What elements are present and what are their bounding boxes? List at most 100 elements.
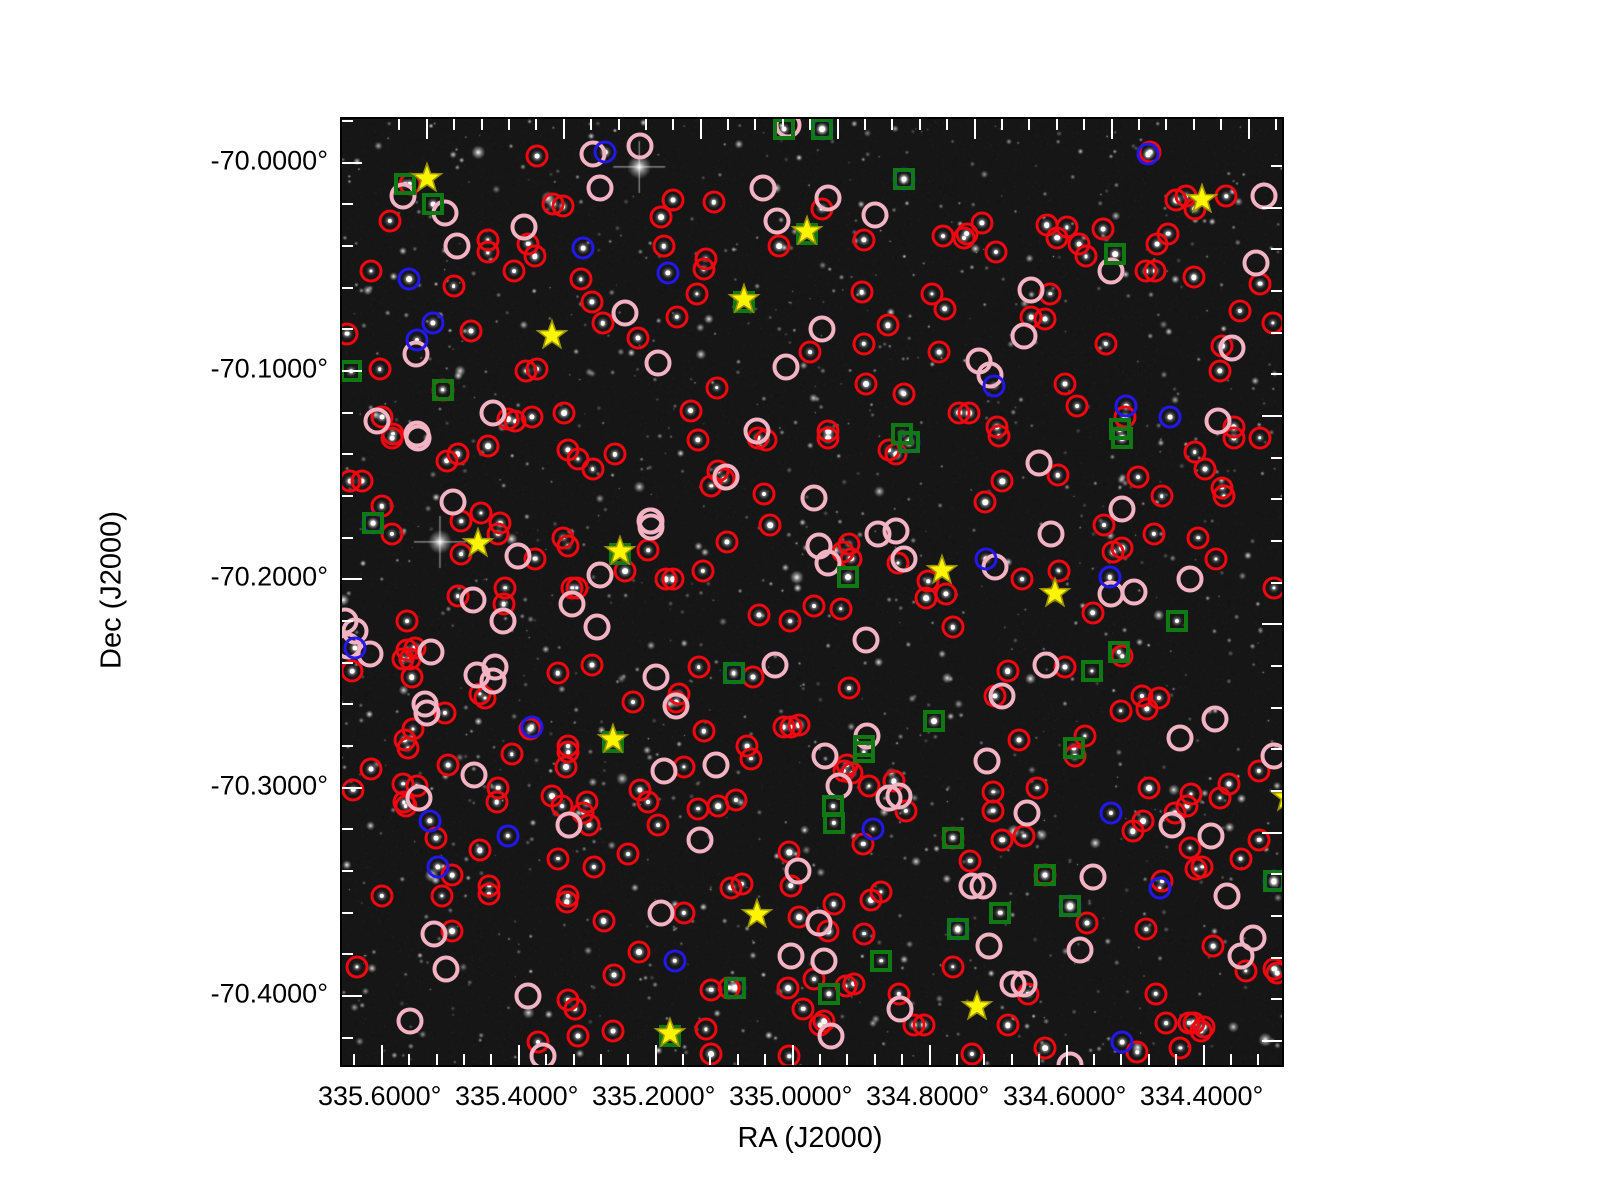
red-circle-source-marker (477, 882, 501, 906)
red-circle-source-marker (1144, 982, 1168, 1006)
pink-circle-source-marker (529, 1042, 557, 1065)
pink-circle-source-marker (763, 207, 791, 235)
axis-tick (891, 119, 894, 130)
axis-tick (1220, 119, 1223, 130)
y-tick-label: -70.0000° (210, 145, 328, 176)
red-circle-source-marker (368, 357, 392, 381)
yellow-star-marker (596, 722, 630, 761)
red-circle-source-marker (580, 653, 604, 677)
blue-circle-source-marker (418, 809, 442, 833)
pink-circle-source-marker (637, 513, 665, 541)
axis-tick (1247, 119, 1250, 139)
pink-circle-source-marker (432, 955, 460, 983)
blue-circle-source-marker (343, 636, 367, 660)
axis-ticks-layer (342, 119, 1282, 1065)
pink-circle-source-marker (1017, 276, 1045, 304)
red-circle-source-marker (1229, 847, 1253, 871)
axis-tick (342, 203, 353, 206)
source-dot (879, 958, 883, 963)
axis-tick (1262, 1040, 1282, 1043)
green-square-source-marker (837, 566, 860, 589)
red-circle-source-marker (520, 405, 544, 429)
source-dot (831, 804, 835, 809)
blue-circle-source-marker (1158, 405, 1182, 429)
axis-tick (1165, 119, 1168, 130)
axis-tick (1271, 706, 1282, 709)
red-circle-source-marker (1010, 567, 1034, 591)
red-circle-source-marker (996, 1013, 1020, 1037)
pink-circle-source-marker (1239, 924, 1267, 952)
red-circle-source-marker (686, 428, 710, 452)
green-square-source-marker (946, 918, 969, 941)
axis-tick (699, 119, 702, 139)
red-circle-source-marker (627, 940, 651, 964)
axis-tick (517, 1045, 520, 1065)
red-circle-source-marker (665, 305, 689, 329)
red-circle-source-marker (852, 922, 876, 946)
source-dot (1112, 251, 1119, 258)
axis-tick (819, 1054, 822, 1065)
red-circle-source-marker (973, 490, 997, 514)
blue-circle-source-marker (520, 715, 544, 739)
red-circle-source-marker (876, 313, 900, 337)
source-dot (1090, 669, 1094, 673)
axis-tick (1055, 119, 1058, 130)
red-circle-source-marker (1265, 961, 1282, 985)
pink-circle-source-marker (1025, 449, 1053, 477)
red-circle-source-marker (646, 813, 670, 837)
red-circle-source-marker (1045, 226, 1069, 250)
axis-tick (562, 119, 565, 139)
pink-circle-source-marker (460, 761, 488, 789)
red-circle-source-marker (1081, 601, 1105, 625)
red-circle-source-marker (523, 244, 547, 268)
green-square-source-marker (811, 119, 834, 141)
blue-circle-source-marker (1098, 565, 1122, 589)
blue-circle-source-marker (571, 236, 595, 260)
red-circle-source-marker (396, 736, 420, 760)
red-circle-source-marker (661, 188, 685, 212)
axis-tick (1275, 119, 1278, 130)
red-circle-source-marker (679, 399, 703, 423)
red-circle-source-marker (342, 659, 364, 683)
red-circle-source-marker (616, 842, 640, 866)
red-circle-source-marker (1228, 299, 1252, 323)
red-circle-source-marker (1092, 513, 1116, 537)
y-tick-label: -70.3000° (210, 770, 328, 801)
red-circle-source-marker (563, 997, 587, 1021)
red-circle-source-marker (551, 194, 575, 218)
pink-circle-source-marker (586, 174, 614, 202)
axis-tick (1271, 165, 1282, 168)
green-square-source-marker (922, 710, 945, 733)
blue-circle-source-marker (656, 261, 680, 285)
pink-circle-source-marker (1204, 407, 1232, 435)
axis-tick (342, 870, 353, 873)
red-circle-source-marker (1222, 426, 1246, 450)
axis-tick (435, 1054, 438, 1065)
red-circle-source-marker (525, 357, 549, 381)
yellow-star-marker (1185, 182, 1219, 222)
pink-circle-source-marker (1010, 970, 1038, 998)
red-circle-source-marker (960, 1042, 984, 1065)
blue-circle-source-marker (1110, 1030, 1134, 1054)
axis-tick (736, 1054, 739, 1065)
pink-circle-source-marker (642, 663, 670, 691)
pink-circle-source-marker (1037, 520, 1065, 548)
pink-circle-source-marker (647, 899, 675, 927)
red-circle-source-marker (934, 582, 958, 606)
yellow-star-marker (410, 161, 444, 201)
axis-tick (709, 1054, 712, 1065)
pink-circle-source-marker (405, 784, 433, 812)
pink-circle-source-marker (396, 1007, 424, 1035)
red-circle-source-marker (1208, 359, 1232, 383)
red-circle-source-marker (927, 340, 951, 364)
source-dot (845, 574, 852, 581)
axis-tick (928, 1045, 931, 1065)
axis-tick (754, 119, 757, 130)
axis-tick (1271, 956, 1282, 959)
red-circle-source-marker (1262, 576, 1282, 600)
red-circle-source-marker (1125, 1040, 1149, 1064)
red-circle-source-marker (1007, 728, 1031, 752)
red-circle-source-marker (958, 849, 982, 873)
red-circle-source-marker (591, 311, 615, 335)
pink-circle-source-marker (417, 638, 445, 666)
